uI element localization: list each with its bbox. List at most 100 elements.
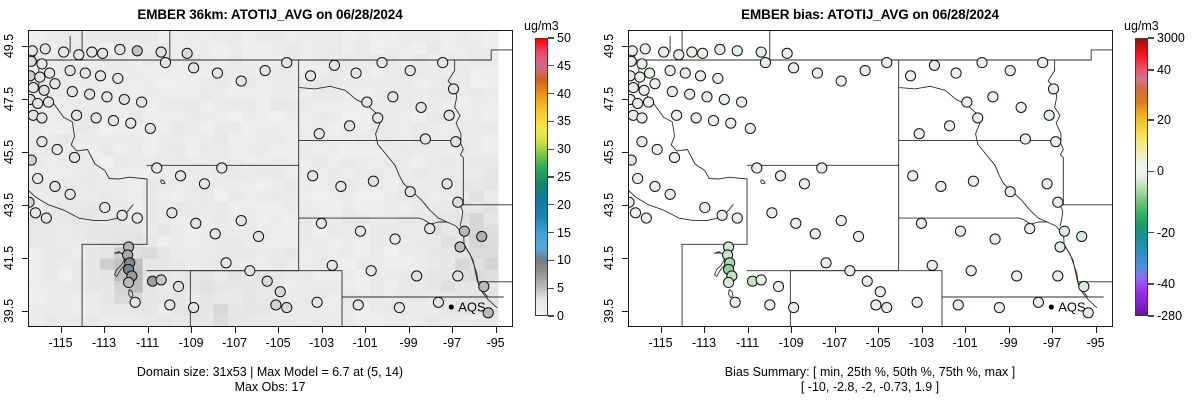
y-tick — [22, 98, 28, 101]
colorbar-tick — [1148, 37, 1154, 39]
y-tick — [622, 152, 628, 154]
x-tick-label: -113 — [92, 336, 117, 350]
x-tick-label: -109 — [778, 336, 804, 350]
y-tick — [22, 258, 28, 260]
colorbar-tick — [1148, 119, 1154, 121]
y-tick-label: 49.5 — [602, 33, 616, 59]
y-tick — [622, 311, 628, 313]
y-tick — [622, 98, 628, 101]
panel-model-title: EMBER 36km: ATOTIJ_AVG on 06/28/2024 — [137, 7, 403, 22]
x-tick — [1008, 327, 1010, 333]
y-tick-label: 49.5 — [2, 33, 16, 59]
colorbar-tick-label: 25 — [557, 170, 571, 184]
x-tick-label: -105 — [265, 336, 291, 350]
x-tick — [60, 327, 62, 333]
x-tick-label: -115 — [48, 336, 73, 350]
x-tick-label: -111 — [136, 336, 160, 350]
colorbar-tick — [548, 231, 554, 234]
colorbar-tick-label: 20 — [557, 197, 571, 212]
colorbar-tick — [1148, 231, 1154, 234]
colorbar-tick-label: 35 — [557, 114, 571, 129]
x-tick-label: -95 — [486, 336, 505, 350]
svg-text:AQS: AQS — [1058, 300, 1086, 315]
colorbar-tick — [548, 176, 554, 178]
x-tick-label: -111 — [736, 336, 760, 350]
colorbar-tick-label: -20 — [1157, 225, 1176, 240]
panel-model-caption-line2: Max Obs: 17 — [234, 380, 306, 394]
x-tick — [452, 327, 454, 333]
colorbar-tick-label: 30 — [557, 142, 571, 157]
x-tick — [921, 327, 923, 333]
colorbar-units-label: ug/m3 — [1124, 19, 1159, 33]
x-tick — [704, 327, 706, 333]
panel-bias-caption-line2: [ -10, -2.8, -2, -0.73, 1.9 ] — [800, 380, 940, 394]
panel-model: EMBER 36km: ATOTIJ_AVG on 06/28/2024 AQS… — [2, 0, 600, 409]
panel-bias-title: EMBER bias: ATOTIJ_AVG on 06/28/2024 — [741, 7, 999, 22]
x-tick — [878, 327, 880, 333]
x-tick — [104, 327, 106, 333]
x-tick-label: -101 — [352, 336, 378, 350]
colorbar-units-label: ug/m3 — [524, 19, 559, 33]
y-tick-label: 47.5 — [602, 86, 616, 112]
y-tick — [622, 205, 628, 207]
panel-model-plot-area: AQS — [28, 30, 513, 327]
x-tick — [321, 327, 323, 333]
y-tick-label: 43.5 — [2, 192, 16, 218]
panel-bias-caption-line1: Bias Summary: [ min, 25th %, 50th %, 75t… — [724, 365, 1016, 379]
y-tick — [22, 45, 28, 48]
y-tick-label: 41.5 — [602, 245, 616, 271]
x-tick-label: -97 — [443, 336, 462, 350]
y-tick-label: 39.5 — [2, 298, 16, 324]
colorbar-tick-label: 3000 — [1157, 31, 1185, 45]
x-tick-label: -97 — [1043, 336, 1062, 350]
y-tick-label: 39.5 — [602, 298, 616, 324]
x-tick — [965, 327, 967, 333]
x-tick — [1095, 327, 1097, 333]
panel-model-colorbar: ug/m3 0 5 10 15 20 25 30 35 40 45 50 — [513, 0, 600, 409]
colorbar-tick — [548, 148, 554, 150]
x-tick — [791, 327, 793, 333]
colorbar-tick — [1148, 315, 1154, 317]
y-tick — [622, 258, 628, 260]
colorbar-tick-label: 5 — [557, 281, 564, 296]
panel-bias-colorbar: ug/m3 -280 -40 -20 0 20 40 3000 — [1113, 0, 1200, 409]
y-tick-label: 45.5 — [2, 139, 16, 165]
y-tick-label: 47.5 — [2, 86, 16, 112]
x-tick — [234, 327, 236, 333]
colorbar-tick-label: 50 — [557, 31, 571, 45]
colorbar-tick-label: 40 — [557, 86, 571, 101]
x-tick-label: -115 — [648, 336, 673, 350]
panel-model-caption-line1: Domain size: 31x53 | Max Model = 6.7 at … — [136, 365, 404, 379]
x-tick — [660, 327, 662, 333]
colorbar-tick — [548, 37, 554, 39]
x-tick-label: -99 — [399, 336, 418, 350]
colorbar-tick-label: 0 — [557, 309, 564, 323]
colorbar-tick-label: -280 — [1157, 309, 1183, 323]
colorbar-tick — [548, 259, 554, 262]
y-tick-label: 41.5 — [2, 245, 16, 271]
x-tick-label: -99 — [999, 336, 1018, 350]
colorbar-tick — [548, 92, 554, 95]
x-tick-label: -107 — [822, 336, 848, 350]
colorbar-tick-label: 40 — [1157, 63, 1171, 77]
x-tick — [278, 327, 280, 333]
y-tick — [622, 45, 628, 48]
colorbar-tick — [548, 287, 554, 289]
colorbar-tick — [1148, 170, 1154, 173]
panel-bias: EMBER bias: ATOTIJ_AVG on 06/28/2024 AQS… — [600, 0, 1200, 409]
x-tick-label: -103 — [909, 336, 935, 350]
colorbar-tick — [548, 315, 554, 317]
colorbar-tick-label: 45 — [557, 58, 571, 73]
x-tick — [1052, 327, 1054, 333]
panel-bias-plot-area: AQS — [628, 30, 1113, 327]
x-tick — [365, 327, 367, 333]
x-tick — [747, 327, 749, 333]
y-tick — [22, 205, 28, 207]
y-tick-label: 45.5 — [602, 139, 616, 165]
colorbar-tick-label: 15 — [557, 225, 571, 240]
svg-text:AQS: AQS — [458, 300, 486, 315]
colorbar-gradient — [1135, 38, 1148, 316]
colorbar-tick — [1148, 283, 1154, 285]
x-tick — [147, 327, 149, 333]
